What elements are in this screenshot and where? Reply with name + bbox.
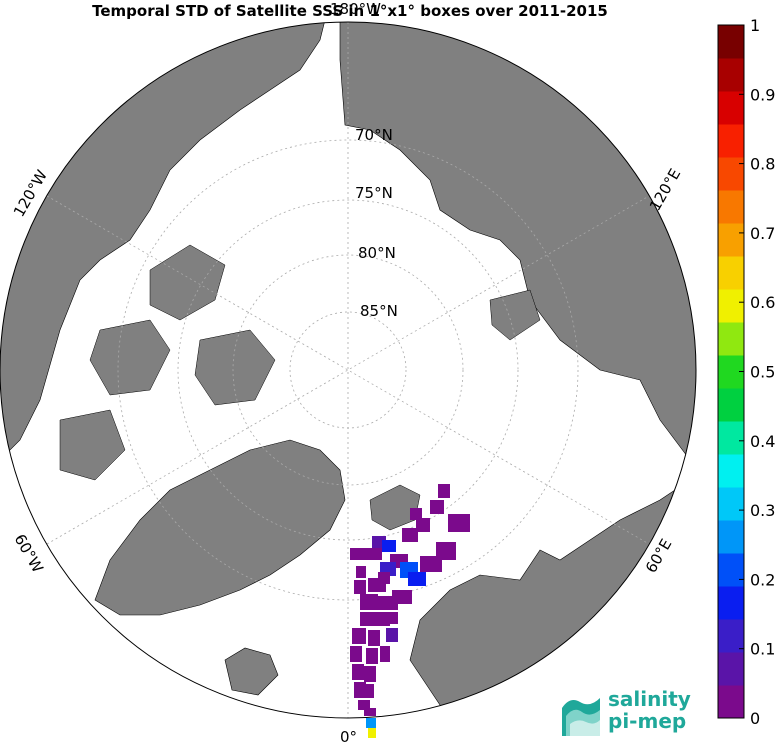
sss-std-cell (368, 630, 380, 646)
meridian-60w-120e (46, 195, 650, 545)
colorbar-tick-label: 0.4 (750, 432, 775, 451)
sss-std-cell (366, 648, 378, 664)
colorbar-swatch (718, 454, 744, 488)
lat-label-80: 80°N (358, 244, 396, 262)
lat-circle-75 (177, 199, 519, 541)
colorbar-tick-label: 0.9 (750, 85, 775, 104)
sss-std-cell (378, 572, 390, 584)
salinity-pimep-logo: salinity pi-mep (560, 687, 691, 738)
colorbar-tick-label: 0.1 (750, 640, 775, 659)
colorbar-swatch (718, 223, 744, 257)
sss-std-cell (366, 718, 376, 728)
map-title: Temporal STD of Satellite SSS in 1°x1° b… (92, 2, 608, 20)
sss-std-cell (354, 682, 366, 698)
lon-label-0: 0° (340, 728, 357, 746)
logo-text-line2: pi-mep (608, 709, 687, 733)
lat-label-70: 70°N (355, 126, 393, 144)
colorbar-swatch (718, 487, 744, 521)
colorbar-swatch (718, 25, 744, 59)
colorbar-swatch (718, 190, 744, 224)
wave-logo-icon (562, 698, 600, 736)
sss-std-cell (386, 628, 398, 642)
lat-circle-80 (232, 254, 464, 486)
colorbar-swatch (718, 586, 744, 620)
sss-std-cell (366, 548, 382, 560)
sss-std-cells (350, 484, 470, 738)
sss-std-cell (368, 728, 376, 738)
sss-std-cell (350, 548, 366, 560)
colorbar-swatch (718, 388, 744, 422)
sss-std-cell (352, 628, 366, 644)
lat-label-75: 75°N (355, 184, 393, 202)
land-novaya-zemlya (489, 289, 541, 341)
meridian-120w-60e (46, 195, 650, 545)
colorbar-tick-label: 0.6 (750, 293, 775, 312)
colorbar-swatch (718, 652, 744, 686)
sss-std-cell (350, 646, 362, 662)
logo-text-line1: salinity (608, 687, 691, 711)
colorbar-tick-label: 0.7 (750, 224, 775, 243)
colorbar-tick-label: 0.8 (750, 155, 775, 174)
colorbar-swatch (718, 520, 744, 554)
land-arctic-islands-1 (149, 244, 226, 321)
colorbar-tick-label: 1 (750, 16, 760, 35)
colorbar-tick-label: 0.3 (750, 501, 775, 520)
land-iceland (224, 647, 279, 696)
sss-std-cell (360, 612, 376, 626)
sss-std-cell (386, 612, 398, 624)
colorbar-tick-label: 0.5 (750, 363, 775, 382)
sss-std-cell (438, 484, 450, 498)
land-arctic-islands-4 (59, 409, 126, 481)
land-arctic-islands-3 (194, 329, 276, 406)
map-outline (0, 21, 697, 719)
colorbar-ticks: 0 0.1 0.2 0.3 0.4 0.5 0.6 0.7 0.8 0.9 1 (739, 16, 775, 728)
sss-std-cell (382, 540, 396, 552)
colorbar-swatch (718, 619, 744, 653)
sss-std-cell (448, 514, 470, 532)
sss-std-cell (416, 518, 430, 532)
sss-std-cell (358, 700, 370, 710)
sss-std-cell (352, 664, 364, 680)
lat-circle-70 (117, 139, 579, 601)
graticule (46, 22, 650, 718)
sss-std-cell (364, 708, 376, 716)
sss-std-cell (380, 646, 390, 662)
colorbar-swatch (718, 685, 744, 719)
colorbar-swatch (718, 256, 744, 290)
sss-std-cell (410, 508, 422, 520)
lon-label-60w: 60°W (11, 531, 47, 576)
sss-std-cell (436, 542, 456, 560)
colorbar-swatch (718, 91, 744, 125)
land-arctic-islands-2 (89, 319, 171, 396)
lat-label-85: 85°N (360, 302, 398, 320)
sss-std-cell (354, 580, 366, 594)
sss-std-cell (360, 594, 378, 610)
sss-std-cell (408, 572, 426, 586)
lon-label-120e: 120°E (646, 166, 684, 214)
colorbar-swatches (718, 25, 744, 719)
colorbar-tick-label: 0 (750, 709, 760, 728)
colorbar-swatch (718, 58, 744, 92)
colorbar-tick-label: 0.2 (750, 570, 775, 589)
colorbar-swatch (718, 322, 744, 356)
colorbar-swatch (718, 289, 744, 323)
sss-std-cell (430, 500, 444, 514)
sss-std-cell (356, 566, 366, 578)
sss-std-cell (364, 684, 374, 698)
colorbar: 0 0.1 0.2 0.3 0.4 0.5 0.6 0.7 0.8 0.9 1 (717, 16, 775, 728)
sss-std-cell (364, 666, 376, 682)
sss-std-cell (392, 590, 412, 604)
colorbar-swatch (718, 157, 744, 191)
colorbar-swatch (718, 553, 744, 587)
colorbar-swatch (718, 124, 744, 158)
colorbar-swatch (718, 421, 744, 455)
lon-label-180w: 180°W (330, 0, 381, 18)
sss-std-cell (402, 528, 418, 542)
